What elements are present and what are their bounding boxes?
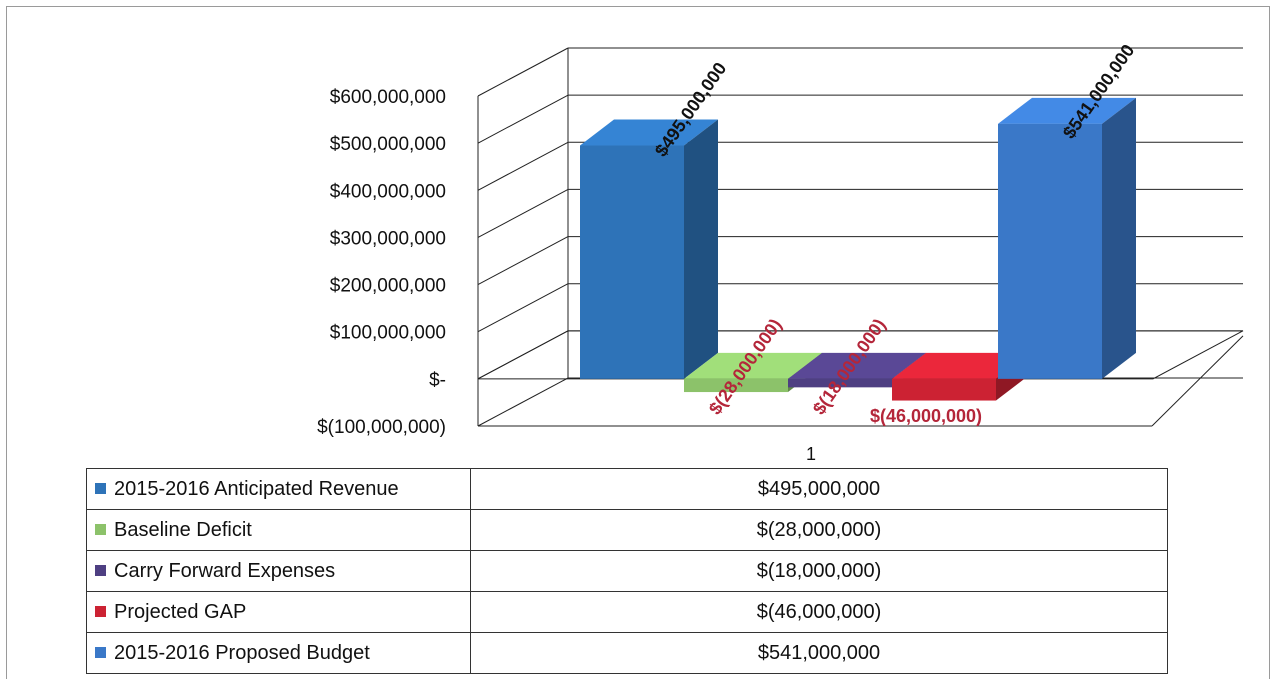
- grid-line-side: [477, 377, 569, 427]
- y-tick-label: $600,000,000: [330, 87, 446, 108]
- legend-entry: 2015-2016 Proposed Budget: [86, 632, 471, 674]
- bar-top: [892, 352, 1030, 379]
- bar-top: [788, 352, 926, 379]
- legend-swatch: [95, 605, 106, 617]
- y-tick-label: $400,000,000: [330, 181, 446, 202]
- y-axis-ticks: $600,000,000 $500,000,000 $400,000,000 $300…: [317, 87, 446, 438]
- chart-frame: [6, 6, 1270, 679]
- grid-line-side: [477, 47, 569, 97]
- bar-front: [892, 378, 996, 401]
- legend-entry: Carry Forward Expenses: [86, 550, 471, 592]
- data-label: $(46,000,000): [870, 406, 982, 426]
- y-tick-label: $100,000,000: [330, 323, 446, 344]
- grid-line-side: [477, 283, 569, 333]
- series-value: $(18,000,000): [470, 550, 1168, 592]
- bar-front: [998, 123, 1102, 379]
- series-name: Projected GAP: [114, 600, 247, 623]
- bar-side: [684, 119, 718, 379]
- y-tick-label: $500,000,000: [330, 134, 446, 155]
- table-row: Baseline Deficit $(28,000,000): [86, 509, 1168, 551]
- series-value: $495,000,000: [470, 468, 1168, 510]
- legend-entry: 2015-2016 Anticipated Revenue: [86, 468, 471, 510]
- legend-swatch: [95, 646, 106, 658]
- grid-line-side: [477, 236, 569, 286]
- bars: [580, 97, 1136, 401]
- bar-front: [684, 378, 788, 393]
- bar-side: [1102, 97, 1136, 379]
- grid-line-side: [477, 94, 569, 144]
- series-name: Baseline Deficit: [114, 518, 252, 541]
- y-tick-label: $(100,000,000): [317, 417, 446, 438]
- bar-5: [998, 97, 1136, 379]
- bar-top: [998, 97, 1136, 124]
- series-value: $(28,000,000): [470, 509, 1168, 551]
- bar-top: [580, 119, 718, 146]
- legend-entry: Projected GAP: [86, 591, 471, 633]
- legend-swatch: [95, 523, 106, 535]
- y-tick-label: $-: [429, 370, 446, 391]
- table-row: 2015-2016 Anticipated Revenue $495,000,00…: [86, 468, 1168, 510]
- legend-swatch: [95, 564, 106, 576]
- y-tick-label: $200,000,000: [330, 276, 446, 297]
- bar-1: [580, 119, 718, 379]
- bar-top: [684, 352, 822, 379]
- y-tick-label: $300,000,000: [330, 228, 446, 249]
- legend-swatch: [95, 482, 106, 494]
- grid-line-side: [477, 141, 569, 191]
- series-value: $541,000,000: [470, 632, 1168, 674]
- bar-front: [788, 378, 892, 388]
- floor-right-edge: [1151, 335, 1244, 427]
- table-row: Projected GAP $(46,000,000): [86, 591, 1168, 633]
- series-name: 2015-2016 Proposed Budget: [114, 641, 370, 664]
- series-name: Carry Forward Expenses: [114, 559, 336, 582]
- table-row: 2015-2016 Proposed Budget $541,000,000: [86, 632, 1168, 674]
- bar-front: [580, 145, 684, 379]
- series-value: $(46,000,000): [470, 591, 1168, 633]
- grid-line-side: [477, 188, 569, 238]
- data-table: 2015-2016 Anticipated Revenue $495,000,00…: [86, 468, 1168, 674]
- category-label: 1: [806, 444, 817, 464]
- legend-entry: Baseline Deficit: [86, 509, 471, 551]
- series-name: 2015-2016 Anticipated Revenue: [114, 477, 399, 500]
- table-row: Carry Forward Expenses $(18,000,000): [86, 550, 1168, 592]
